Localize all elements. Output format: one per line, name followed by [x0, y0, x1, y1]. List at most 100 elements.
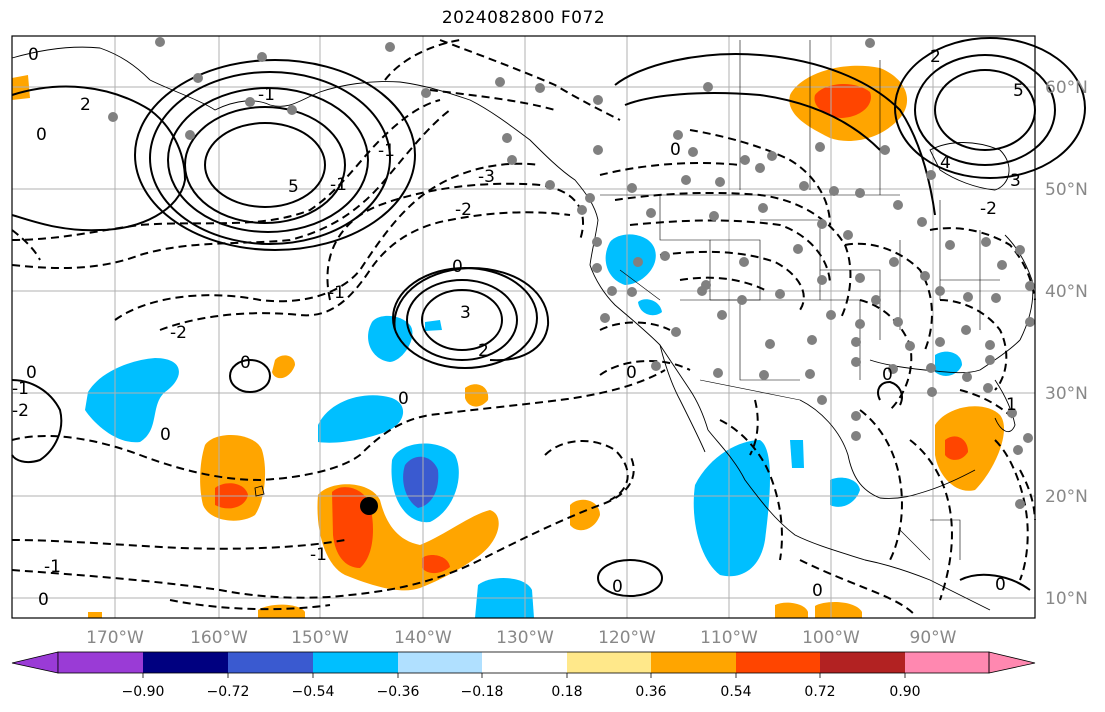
political-borders	[600, 40, 1000, 561]
shade-red-canada	[814, 84, 871, 118]
shade-blue-pacific-center	[368, 315, 413, 362]
contour-label: 3	[1010, 171, 1021, 191]
colorbar-label: −0.54	[292, 684, 335, 700]
contour-label: 0	[36, 125, 47, 145]
contour-label: -1	[328, 283, 345, 303]
colorbar-outline	[57, 651, 990, 674]
contour-label: 0	[240, 353, 251, 373]
contour-label: 0	[26, 363, 37, 383]
graticule	[12, 36, 1035, 618]
lon-label: 150°W	[291, 628, 349, 648]
shade-orange-35n	[272, 355, 295, 379]
shade-blue-mexico-small	[790, 440, 804, 468]
colorbar-bin	[398, 652, 482, 673]
colorbar-label: 0.18	[551, 684, 582, 700]
contour-label: -1	[330, 175, 347, 195]
colorbar-bin	[736, 652, 820, 673]
contour-label: -2	[170, 323, 187, 343]
lon-label: 140°W	[394, 628, 452, 648]
colorbar-label: 0.54	[720, 684, 751, 700]
contour-label: 4	[940, 153, 951, 173]
contour-label: -1	[44, 557, 61, 577]
colorbar-bin	[651, 652, 736, 673]
contour-label: -2	[12, 401, 29, 421]
colorbar-bin	[820, 652, 905, 673]
contour-label: 5	[1013, 81, 1024, 101]
lon-label: 120°W	[598, 628, 656, 648]
contour-label: 2	[478, 341, 489, 361]
colorbar-label: −0.36	[377, 684, 420, 700]
shade-orange-bottom1	[258, 604, 305, 618]
shade-blue-socal	[638, 299, 662, 316]
colorbar-extend-min	[11, 651, 59, 674]
contour-label: -1	[258, 85, 275, 105]
shade-orange-bottom4	[88, 612, 102, 618]
storm-marker	[360, 497, 378, 515]
colorbar-bin	[228, 652, 313, 673]
lon-label: 110°W	[700, 628, 758, 648]
shade-orange-bottom2	[775, 602, 808, 618]
colorbar-label: −0.90	[122, 684, 165, 700]
shade-blue-west	[85, 358, 179, 443]
lon-label: 170°W	[86, 628, 144, 648]
lat-label: 20°N	[1045, 487, 1088, 507]
colorbar-label: 0.90	[889, 684, 920, 700]
contour-label: 2	[80, 95, 91, 115]
map-frame	[11, 35, 1036, 619]
contour-label: -3	[478, 167, 495, 187]
colorbar-label: 0.72	[804, 684, 835, 700]
colorbar-label: 0.36	[635, 684, 666, 700]
lat-label: 50°N	[1045, 180, 1088, 200]
lat-label: 40°N	[1045, 282, 1088, 302]
shade-blue-nevada	[605, 234, 656, 285]
lat-label: 10°N	[1045, 589, 1088, 609]
contour-label: 0	[626, 363, 637, 383]
contour-label: -1	[310, 545, 327, 565]
contours-positive	[11, 37, 1086, 597]
shade-orange-bottom3	[815, 602, 862, 618]
contour-label: 0	[38, 590, 49, 610]
contour-label: -2	[980, 199, 997, 219]
shade-blue-pacific-center2	[425, 320, 442, 331]
shade-blue-30n	[318, 395, 404, 443]
shade-navy-20n	[403, 456, 439, 508]
longitude-labels: 170°W 160°W 150°W 140°W 130°W 120°W 110°…	[86, 628, 957, 648]
contour-label: 0	[670, 140, 681, 160]
colorbar-ticks	[142, 673, 906, 678]
latitude-labels: 60°N 50°N 40°N 30°N 20°N 10°N	[1045, 78, 1088, 609]
contour-label: 0	[812, 581, 823, 601]
shade-orange-30n	[465, 384, 489, 407]
contour-label: 5	[288, 177, 299, 197]
contour-label: 3	[460, 303, 471, 323]
contour-label: 0	[882, 365, 893, 385]
colorbar-bin	[482, 652, 567, 673]
shade-red-hawaii2	[422, 555, 450, 574]
lon-label: 90°W	[910, 628, 957, 648]
contour-label: 0	[452, 257, 463, 277]
lat-label: 60°N	[1045, 78, 1088, 98]
shade-red-gulf	[945, 436, 968, 460]
lon-label: 100°W	[802, 628, 860, 648]
colorbar: −0.90 −0.72 −0.54 −0.36 −0.18 0.18 0.36 …	[11, 651, 1036, 700]
coastlines	[11, 46, 1034, 611]
colorbar-bin	[143, 652, 228, 673]
contour-label: 0	[612, 577, 623, 597]
contour-label: 1	[1006, 395, 1017, 415]
shading-layer	[12, 65, 1004, 618]
colorbar-label: −0.18	[461, 684, 504, 700]
lon-label: 160°W	[190, 628, 248, 648]
shade-blue-mexico	[693, 440, 770, 577]
colorbar-extend-max	[988, 651, 1036, 674]
contour-label: 0	[398, 389, 409, 409]
contour-label-layer: 0 2 5 -1 -2 -3 0 -1 -2 0 3 2 -1 0 0 -1 0…	[12, 45, 1024, 610]
colorbar-bin	[313, 652, 398, 673]
shade-blue-gulf-mx	[830, 477, 860, 507]
station-dots	[108, 37, 1035, 509]
colorbar-label: −0.72	[207, 684, 250, 700]
contour-label: 0	[28, 45, 39, 65]
contour-label: 0	[995, 575, 1006, 595]
colorbar-bin	[905, 652, 989, 673]
contour-label: 2	[930, 47, 941, 67]
lat-label: 30°N	[1045, 384, 1088, 404]
